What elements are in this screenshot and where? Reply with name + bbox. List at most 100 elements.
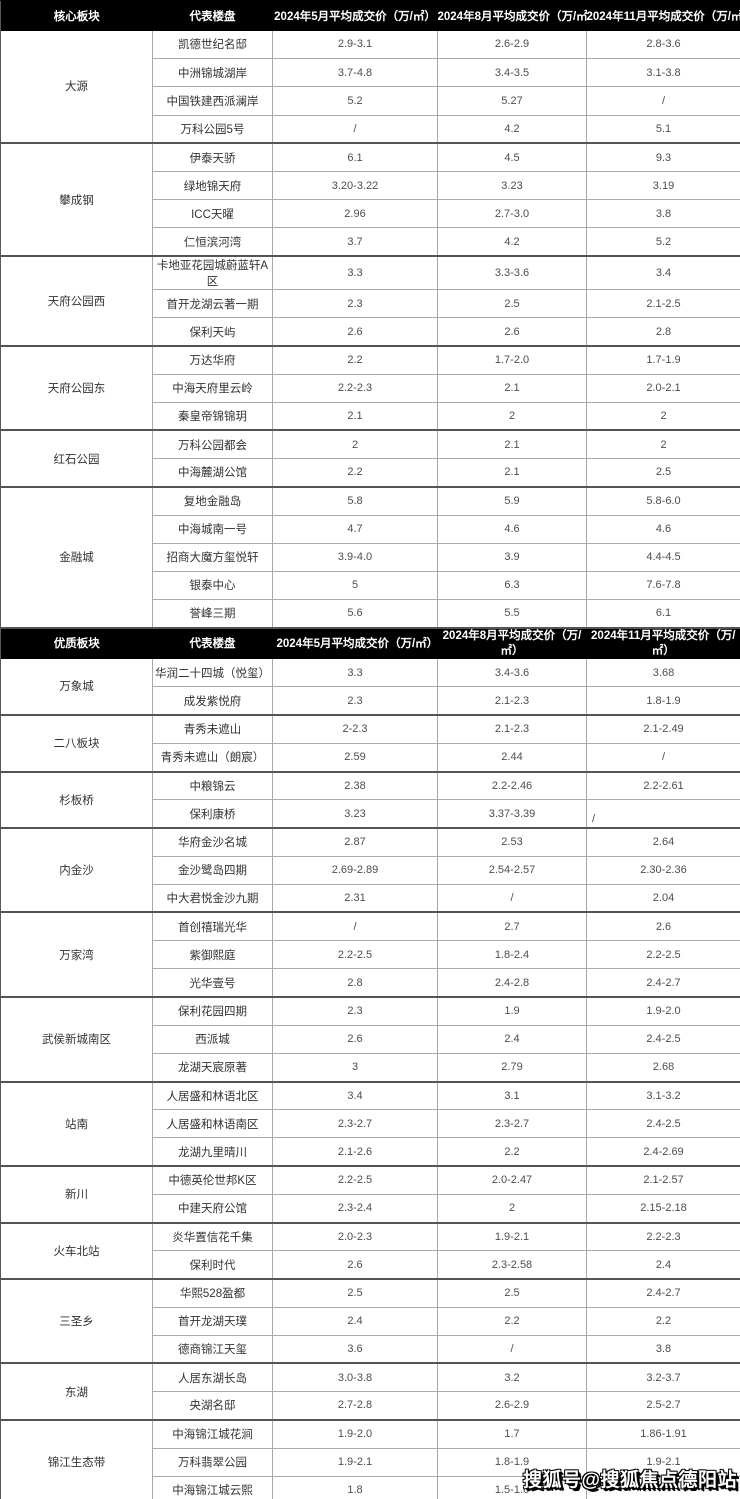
property-name-cell: 炎华置信花千集 [152, 1222, 273, 1252]
table-row: 中国铁建西派澜岸 5.2 5.27/ [1, 86, 740, 116]
price-cell: 2.2-2.5 [272, 1166, 438, 1195]
table-row: 绿地锦天府 3.20-3.22 3.23 3.19 [1, 171, 740, 201]
price-cell: 4.4-4.5 [586, 543, 740, 572]
price-cell: 2 [437, 1194, 587, 1224]
table-row: 万象城 华润二十四城（悦玺） 3.3 3.4-3.6 3.68 [0, 658, 740, 717]
district-cell: 站南 [0, 1081, 153, 1168]
table-row: 秦皇帝锦锦玥 2.1 2 2 [1, 402, 740, 432]
price-cell: 2.30-2.36 [586, 856, 740, 885]
property-name-cell: 中粮锦云 [152, 771, 273, 801]
price-cell: 2.1 [437, 458, 587, 488]
table-row: 首开龙湖云著一期 2.3 2.5 2.1-2.5 [1, 289, 740, 319]
price-cell: 2.1-2.6 [272, 1137, 438, 1168]
district-cell: 三圣乡 [0, 1278, 153, 1365]
table-row: 中海锦江城云熙 1.8 1.5-1.6 [1, 1476, 740, 1499]
price-cell: 2.2 [437, 1307, 587, 1336]
price-cell: 2.2 [437, 1137, 587, 1168]
price-cell: 3 [272, 1053, 438, 1083]
table-row: 仁恒滨河湾 3.7 4.2 5.2 [1, 227, 740, 258]
price-cell: 2.0-2.1 [586, 374, 740, 403]
price-cell: 2.96 [272, 199, 438, 229]
price-cell: 2.2-2.3 [272, 374, 438, 403]
table-row: 新川 中德英伦世邦K区 2.2-2.5 2.0-2.47 2.1-2.57 [0, 1166, 740, 1224]
price-cell: 1.7-2.0 [437, 345, 587, 375]
price-cell: 1.5-1.6 [437, 1476, 587, 1499]
price-cell: 4.2 [437, 115, 587, 145]
price-cell: 2 [586, 430, 740, 460]
price-cell: 2.64 [586, 827, 740, 857]
table-row: 东湖 人居东湖长岛 3.0-3.8 3.2 3.2-3.7 [0, 1363, 740, 1421]
price-cell: 4.5 [437, 143, 587, 172]
price-cell: 2.2-2.5 [586, 940, 740, 970]
property-name-cell: 首开龙湖云著一期 [152, 289, 273, 319]
table-row: 誉峰三期 5.6 5.5 6.1 [1, 599, 740, 629]
table-row: 龙湖九里晴川 2.1-2.6 2.2 2.4-2.69 [1, 1137, 740, 1168]
price-cell: 2.3-2.7 [437, 1109, 587, 1139]
price-cell: 1.9-2.1 [272, 1448, 438, 1477]
price-cell: 3.68 [586, 658, 740, 688]
table-row: 武侯新城南区 保利花园四期 2.3 1.9 1.9-2.0 [0, 997, 740, 1083]
price-cell: 2.2-2.61 [586, 771, 740, 801]
column-header: 代表楼盘 [152, 0, 273, 31]
price-cell: 1.8-1.9 [586, 686, 740, 717]
price-cell: 2.31 [272, 884, 438, 914]
price-cell: 5.5 [437, 599, 587, 629]
price-cell: 3.4 [272, 1081, 438, 1111]
table-row: 三圣乡 华熙528盈都 2.5 2.5 2.4-2.7 [0, 1278, 740, 1365]
price-cell: 5.6 [272, 599, 438, 629]
price-cell: 3.1-3.8 [586, 58, 740, 88]
price-cell: 3.3-3.6 [437, 256, 587, 290]
district-cell: 金融城 [0, 486, 153, 629]
price-cell: 2.6 [272, 1250, 438, 1280]
price-cell: 5.8-6.0 [586, 486, 740, 516]
district-cell: 攀成钢 [0, 143, 153, 257]
price-cell: 2.9-3.1 [272, 30, 438, 60]
price-cell: 5 [272, 571, 438, 601]
property-name-cell: 中洲锦城湖岸 [152, 58, 273, 88]
table-row: 紫御熙庭 2.2-2.5 1.8-2.4 2.2-2.5 [1, 940, 740, 970]
price-cell: 2.2-2.5 [272, 940, 438, 970]
price-cell: 2.2 [272, 345, 438, 375]
column-header: 2024年11月平均成交价（万/㎡） [586, 0, 740, 31]
property-name-cell: ICC天曜 [152, 199, 273, 229]
price-cell: 2 [272, 430, 438, 460]
district-cell: 万象城 [0, 658, 153, 717]
price-cell: 2.2-2.3 [586, 1222, 740, 1252]
table-row: 央湖名邸 2.7-2.8 2.6-2.9 2.5-2.7 [1, 1391, 740, 1421]
table-row: 西派城 2.6 2.4 2.4-2.5 [1, 1025, 740, 1054]
price-cell: 1.9-2.0 [586, 997, 740, 1026]
price-cell: 2.4-2.7 [586, 968, 740, 999]
price-cell: 2-2.3 [272, 715, 438, 744]
price-cell: 1.8 [272, 1476, 438, 1499]
price-cell: 1.9-2.1 [437, 1222, 587, 1252]
price-cell: 4.6 [437, 515, 587, 544]
price-cell: 1.9-2.1 [586, 1448, 740, 1477]
column-header: 核心板块 [0, 0, 153, 31]
property-name-cell: 德商锦江天玺 [152, 1335, 273, 1365]
property-name-cell: 万科公园都会 [152, 430, 273, 460]
price-cell: 2.7-3.0 [437, 199, 587, 229]
price-cell: 2.6-2.9 [437, 30, 587, 60]
price-cell: 2.1-2.49 [586, 715, 740, 744]
price-cell: 3.4-3.5 [437, 58, 587, 88]
price-cell: 2.5 [586, 458, 740, 488]
price-cell: 3.19 [586, 171, 740, 201]
property-name-cell: 人居盛和林语北区 [152, 1081, 273, 1111]
table-row: 光华壹号 2.8 2.4-2.8 2.4-2.7 [1, 968, 740, 999]
table-row: 龙湖天宸原著 3 2.79 2.68 [1, 1053, 740, 1083]
district-cell: 天府公园西 [0, 256, 153, 347]
property-name-cell: 人居东湖长岛 [152, 1363, 273, 1393]
price-cell: 5.8 [272, 486, 438, 516]
price-cell: 2.5 [437, 1278, 587, 1308]
property-name-cell: 中海锦江城云熙 [152, 1476, 273, 1499]
district-cell: 红石公园 [0, 430, 153, 488]
price-cell: 2.6 [272, 317, 438, 347]
price-cell: 3.4-3.6 [437, 658, 587, 688]
price-cell: 2.5 [437, 289, 587, 319]
price-cell: 2.0-2.3 [272, 1222, 438, 1252]
district-cell: 东湖 [0, 1363, 153, 1421]
property-name-cell: 万科翡翠公园 [152, 1448, 273, 1477]
price-cell: 5.1 [586, 115, 740, 145]
price-cell: 2.2 [586, 1307, 740, 1336]
